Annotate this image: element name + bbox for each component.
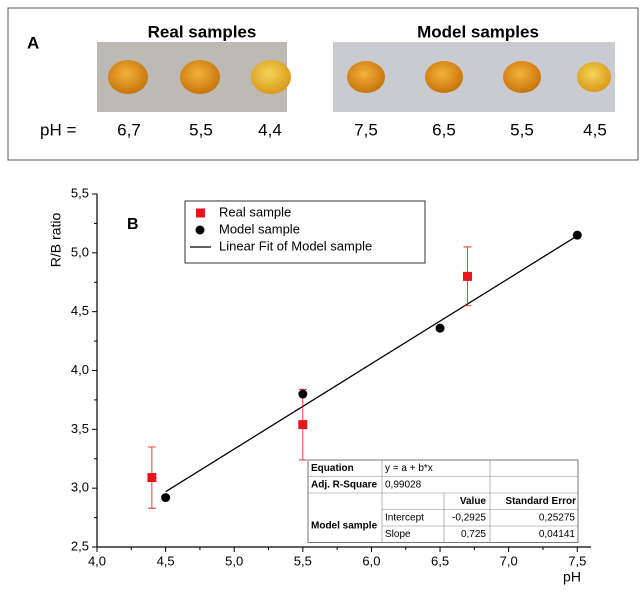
legend-label: Model sample xyxy=(219,221,300,236)
table-cell: y = a + b*x xyxy=(385,463,433,474)
panel-title: Model samples xyxy=(417,22,539,41)
legend-label: Linear Fit of Model sample xyxy=(219,238,372,253)
ph-value: 5,5 xyxy=(510,120,534,139)
table-cell: Value xyxy=(460,496,487,507)
x-tick-label: 5,5 xyxy=(294,553,312,568)
y-tick-label: 3,5 xyxy=(71,421,89,436)
y-tick-label: 3,0 xyxy=(71,480,89,495)
panel-label: A xyxy=(27,33,39,52)
y-tick-label: 5,5 xyxy=(71,185,89,200)
fit-line xyxy=(165,235,578,493)
table-cell: Slope xyxy=(385,529,411,540)
table-cell: Model sample xyxy=(311,521,378,532)
table-cell: Adj. R-Square xyxy=(311,479,378,490)
table-cell: 0,725 xyxy=(461,529,486,540)
point xyxy=(147,473,157,483)
sample xyxy=(108,60,148,94)
x-tick-label: 7,0 xyxy=(500,553,518,568)
table-cell: 0,99028 xyxy=(385,479,422,490)
panel-label: B xyxy=(127,216,139,233)
legend-box xyxy=(184,200,426,264)
table-cell: Standard Error xyxy=(505,496,576,507)
ph-value: 7,5 xyxy=(354,120,378,139)
x-tick-label: 7,5 xyxy=(568,553,586,568)
table-cell: 0,04141 xyxy=(539,529,576,540)
point xyxy=(572,230,582,240)
x-tick-label: 4,5 xyxy=(157,553,175,568)
legend-marker xyxy=(195,225,205,235)
legend-label: Real sample xyxy=(219,204,291,219)
ph-value: 4,5 xyxy=(583,120,607,139)
point xyxy=(463,271,472,281)
legend-marker xyxy=(196,208,205,218)
ph-label: pH = xyxy=(40,120,76,139)
ph-value: 6,5 xyxy=(432,120,456,139)
table-box xyxy=(307,459,579,543)
table-cell: Equation xyxy=(311,463,354,474)
sample xyxy=(503,61,541,93)
ph-value: 4,4 xyxy=(258,120,282,139)
ph-value: 5,5 xyxy=(189,120,213,139)
x-tick-label: 6,0 xyxy=(362,553,380,568)
x-tick-label: 5,0 xyxy=(225,553,243,568)
ph-value: 6,7 xyxy=(117,120,141,139)
x-tick-label: 6,5 xyxy=(431,553,449,568)
table-cell: -0,2925 xyxy=(452,512,486,523)
y-tick-label: 4,0 xyxy=(71,362,89,377)
point xyxy=(161,493,171,503)
point xyxy=(298,389,308,399)
point xyxy=(298,420,308,430)
sample xyxy=(577,62,611,92)
sample xyxy=(251,60,291,94)
x-tick-label: 4,0 xyxy=(88,553,106,568)
sample xyxy=(425,61,463,93)
y-tick-label: 2,5 xyxy=(71,538,89,553)
table-cell: 0,25275 xyxy=(539,512,576,523)
y-tick-label: 5,0 xyxy=(71,244,89,259)
sample xyxy=(180,60,220,94)
panel-title: Real samples xyxy=(148,22,257,41)
table-cell: Intercept xyxy=(385,512,424,523)
point xyxy=(435,323,445,333)
x-axis-label: pH xyxy=(563,569,581,585)
panel-a-frame xyxy=(7,7,639,161)
sample xyxy=(347,61,385,93)
y-tick-label: 4,5 xyxy=(71,303,89,318)
y-axis-label: R/B ratio xyxy=(48,213,64,268)
